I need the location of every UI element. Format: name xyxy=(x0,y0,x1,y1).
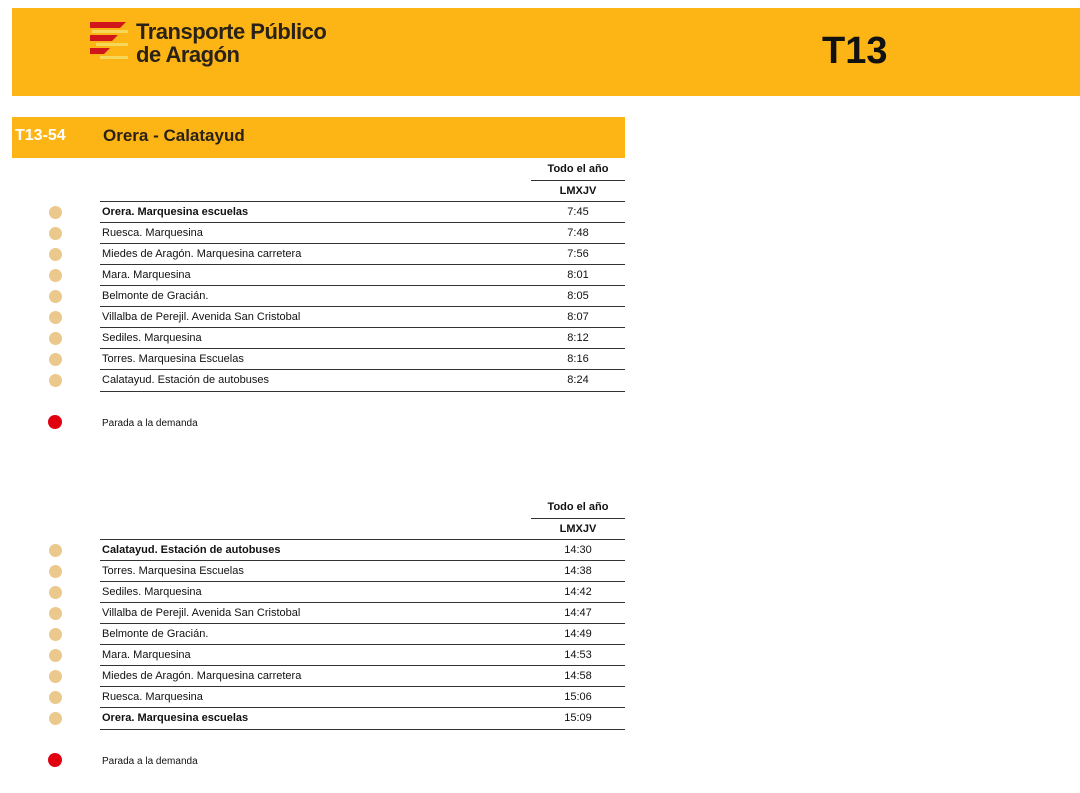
stop-marker-icon xyxy=(49,649,62,662)
period-header: Todo el año xyxy=(547,163,609,175)
stop-name: Mara. Marquesina xyxy=(102,269,191,281)
header-divider xyxy=(531,180,625,181)
stop-marker-icon xyxy=(49,544,62,557)
departure-time: 8:12 xyxy=(567,332,589,344)
stop-name: Villalba de Perejil. Avenida San Cristob… xyxy=(102,607,301,619)
legend-label: Parada a la demanda xyxy=(102,756,198,767)
stop-name: Villalba de Perejil. Avenida San Cristob… xyxy=(102,311,301,323)
on-demand-stop-icon xyxy=(48,753,62,767)
table-row: Mara. Marquesina 8:01 xyxy=(100,264,625,286)
departure-time: 8:07 xyxy=(567,311,589,323)
stop-name: Torres. Marquesina Escuelas xyxy=(102,353,244,365)
stop-name: Orera. Marquesina escuelas xyxy=(102,712,249,724)
departure-time: 14:47 xyxy=(564,607,592,619)
table-row: Miedes de Aragón. Marquesina carretera 7:… xyxy=(100,243,625,265)
days-header: LMXJV xyxy=(559,185,597,197)
table-row: Torres. Marquesina Escuelas 8:16 xyxy=(100,348,625,370)
table-row: Villalba de Perejil. Avenida San Cristob… xyxy=(100,602,625,624)
departure-time: 8:24 xyxy=(567,374,589,386)
stop-marker-icon xyxy=(49,206,62,219)
stop-name: Miedes de Aragón. Marquesina carretera xyxy=(102,248,302,260)
table-row: Sediles. Marquesina 8:12 xyxy=(100,327,625,349)
table-row: Ruesca. Marquesina 15:06 xyxy=(100,686,625,708)
table-row: Orera. Marquesina escuelas 7:45 xyxy=(100,201,625,223)
departure-time: 14:53 xyxy=(564,649,592,661)
stop-marker-icon xyxy=(49,691,62,704)
departure-time: 7:48 xyxy=(567,227,589,239)
stop-marker-icon xyxy=(49,670,62,683)
departure-time: 7:56 xyxy=(567,248,589,260)
stop-marker-icon xyxy=(49,586,62,599)
departure-time: 8:01 xyxy=(567,269,589,281)
header-divider xyxy=(531,518,625,519)
stop-name: Ruesca. Marquesina xyxy=(102,227,203,239)
legend-label: Parada a la demanda xyxy=(102,418,198,429)
table-row: Miedes de Aragón. Marquesina carretera 14… xyxy=(100,665,625,687)
departure-time: 8:16 xyxy=(567,353,589,365)
brand-name: Transporte Público de Aragón xyxy=(136,19,327,67)
period-header: Todo el año xyxy=(547,501,609,513)
table-row: Calatayud. Estación de autobuses 8:24 xyxy=(100,369,625,392)
line-code: T13 xyxy=(822,30,888,72)
departure-time: 14:38 xyxy=(564,565,592,577)
stop-name: Mara. Marquesina xyxy=(102,649,191,661)
departure-time: 14:42 xyxy=(564,586,592,598)
table-row: Orera. Marquesina escuelas 15:09 xyxy=(100,707,625,730)
table-row: Torres. Marquesina Escuelas 14:38 xyxy=(100,560,625,582)
stop-name: Belmonte de Gracián. xyxy=(102,290,209,302)
stop-marker-icon xyxy=(49,332,62,345)
departure-time: 14:58 xyxy=(564,670,592,682)
days-header: LMXJV xyxy=(559,523,597,535)
table-row: Calatayud. Estación de autobuses 14:30 xyxy=(100,539,625,561)
stop-name: Miedes de Aragón. Marquesina carretera xyxy=(102,670,302,682)
stop-marker-icon xyxy=(49,607,62,620)
table-row: Belmonte de Gracián. 14:49 xyxy=(100,623,625,645)
table-row: Ruesca. Marquesina 7:48 xyxy=(100,222,625,244)
stop-marker-icon xyxy=(49,227,62,240)
departure-time: 14:30 xyxy=(564,544,592,556)
departure-time: 15:06 xyxy=(564,691,592,703)
stop-marker-icon xyxy=(49,353,62,366)
stop-name: Torres. Marquesina Escuelas xyxy=(102,565,244,577)
logo-icon xyxy=(90,22,128,59)
stop-marker-icon xyxy=(49,269,62,282)
stop-name: Belmonte de Gracián. xyxy=(102,628,209,640)
stop-marker-icon xyxy=(49,712,62,725)
departure-time: 15:09 xyxy=(564,712,592,724)
stop-marker-icon xyxy=(49,290,62,303)
stop-marker-icon xyxy=(49,248,62,261)
departure-time: 7:45 xyxy=(567,206,589,218)
stop-marker-icon xyxy=(49,311,62,324)
table-row: Sediles. Marquesina 14:42 xyxy=(100,581,625,603)
table-row: Mara. Marquesina 14:53 xyxy=(100,644,625,666)
route-bar: T13-54 Orera - Calatayud xyxy=(12,117,625,158)
stop-name: Calatayud. Estación de autobuses xyxy=(102,374,269,386)
departure-time: 14:49 xyxy=(564,628,592,640)
departure-time: 8:05 xyxy=(567,290,589,302)
brand-line2: de Aragón xyxy=(136,42,240,67)
brand-line1: Transporte Público xyxy=(136,19,327,44)
header-banner: Transporte Público de Aragón T13 xyxy=(12,8,1080,96)
stop-name: Calatayud. Estación de autobuses xyxy=(102,544,281,556)
stop-name: Sediles. Marquesina xyxy=(102,586,202,598)
stop-name: Ruesca. Marquesina xyxy=(102,691,203,703)
on-demand-stop-icon xyxy=(48,415,62,429)
table-row: Belmonte de Gracián. 8:05 xyxy=(100,285,625,307)
stop-name: Sediles. Marquesina xyxy=(102,332,202,344)
stop-marker-icon xyxy=(49,565,62,578)
route-name: Orera - Calatayud xyxy=(103,126,245,145)
stop-name: Orera. Marquesina escuelas xyxy=(102,206,249,218)
table-row: Villalba de Perejil. Avenida San Cristob… xyxy=(100,306,625,328)
route-code: T13-54 xyxy=(15,127,66,144)
stop-marker-icon xyxy=(49,628,62,641)
stop-marker-icon xyxy=(49,374,62,387)
